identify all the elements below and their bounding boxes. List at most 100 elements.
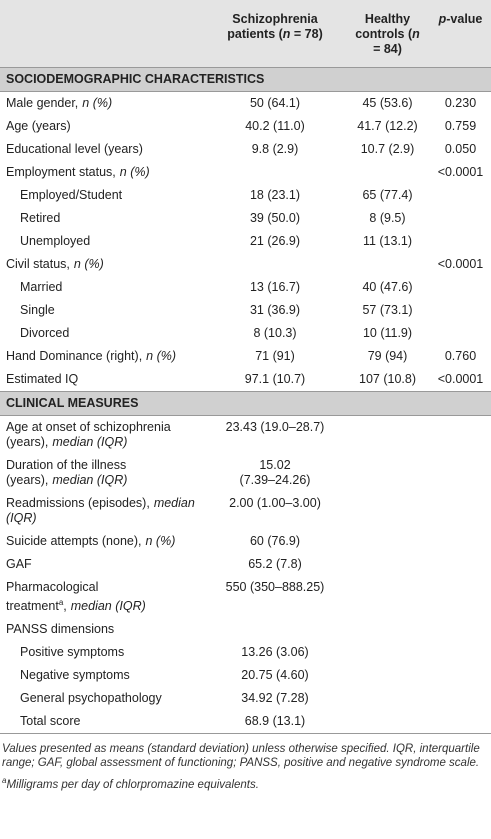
section-title: SOCIODEMOGRAPHIC CHARACTERISTICS [0,67,491,92]
cell-value: 45 (53.6) [362,96,413,110]
row-label: Negative symptoms [20,668,130,683]
value-cell [345,553,430,576]
header-text: -value [446,12,483,26]
footnote: aMilligrams per day of chlorpromazine eq… [2,774,489,792]
row-qualifier: n (%) [119,165,150,179]
cell-value: 57 (73.1) [362,303,413,317]
table-row: Employed/Student 18 (23.1) 65 (77.4) [0,184,491,207]
cell-value: 40 (47.6) [362,280,413,294]
value-cell: 15.02 (7.39–24.26) [205,454,345,492]
cell-value: 107 (10.8) [359,372,416,386]
value-cell [345,161,430,184]
header-cell: p-value [430,0,491,68]
cell-value: 0.760 [444,349,477,363]
table-row: GAF 65.2 (7.8) [0,553,491,576]
row-label-cell: Single [0,299,205,322]
row-label: Retired [20,211,61,225]
cell-value: 41.7 (12.2) [357,119,418,133]
data-table: Schizophrenia patients (n = 78) Healthy c… [0,0,491,735]
cell-value: 9.8 (2.9) [251,142,299,156]
cell-value: <0.0001 [437,372,484,386]
row-label-cell: Employment status, n (%) [0,161,205,184]
table-row: Employment status, n (%) <0.0001 [0,161,491,184]
value-cell: 34.92 (7.28) [205,687,345,710]
footnotes: Values presented as means (standard devi… [0,734,491,792]
cell-value: 0.050 [444,142,477,156]
value-cell [430,710,491,734]
value-cell: 60 (76.9) [205,530,345,553]
row-label-cell: Positive symptoms [0,641,205,664]
value-cell: 31 (36.9) [205,299,345,322]
header-row: Schizophrenia patients (n = 78) Healthy c… [0,0,491,68]
cell-value: 97.1 (10.7) [244,372,306,386]
cell-value: 65 (77.4) [362,188,413,202]
table-row: Educational level (years) 9.8 (2.9) 10.7 (… [0,138,491,161]
row-label-cell: Married [0,276,205,299]
value-cell: 20.75 (4.60) [205,664,345,687]
row-label-cell: Duration of the illness (years), median (… [0,454,205,492]
row-qualifier: n (%) [73,257,104,271]
row-qualifier: median (IQR) [52,473,128,487]
row-qualifier: median (IQR) [52,435,128,449]
cell-value: 0.230 [444,96,477,110]
header-text: Healthy controls ( [355,12,413,41]
cell-value: 10 (11.9) [362,326,413,340]
cell-value: 13.26 (3.06) [241,645,309,660]
header-text: = 78) [290,27,323,41]
row-label-cell: Age at onset of schizophrenia (years), me… [0,416,205,455]
table-row: Divorced 8 (10.3) 10 (11.9) [0,322,491,345]
value-cell [430,687,491,710]
value-cell: 10 (11.9) [345,322,430,345]
header-text: n [282,27,291,41]
row-label-cell: Divorced [0,322,205,345]
cell-value: 8 (9.5) [369,211,406,225]
row-label: Employment status, [6,165,116,179]
value-cell: <0.0001 [430,368,491,392]
value-cell [345,530,430,553]
value-cell [345,576,430,618]
value-cell [345,618,430,641]
value-cell [430,664,491,687]
row-qualifier: median (IQR) [6,496,195,525]
value-cell [430,641,491,664]
row-label-cell: Civil status, n (%) [0,253,205,276]
row-label: Age at onset of schizophrenia (years), [6,420,171,449]
value-cell: 23.43 (19.0–28.7) [205,416,345,455]
table-row: PANSS dimensions [0,618,491,641]
cell-value: <0.0001 [437,257,484,271]
table-row: Readmissions (episodes), median (IQR) 2.00… [0,492,491,530]
row-qualifier: median (IQR) [70,599,146,614]
row-label: Total score [20,714,81,729]
value-cell [345,253,430,276]
value-cell: 11 (13.1) [345,230,430,253]
cell-value: 65.2 (7.8) [248,557,302,571]
value-cell [430,299,491,322]
row-label: Employed/Student [20,188,123,202]
row-label-cell: Age (years) [0,115,205,138]
table-row: Retired 39 (50.0) 8 (9.5) [0,207,491,230]
value-cell: 40 (47.6) [345,276,430,299]
value-cell: 550 (350–888.25) [205,576,345,618]
row-label-cell: Hand Dominance (right), n (%) [0,345,205,368]
cell-value: <0.0001 [437,165,484,179]
cell-value: 18 (23.1) [249,188,301,202]
value-cell: 65 (77.4) [345,184,430,207]
value-cell [205,253,345,276]
value-cell [345,492,430,530]
row-qualifier: n (%) [145,534,176,548]
row-label-cell: Total score [0,710,205,734]
value-cell [430,553,491,576]
table-row: Married 13 (16.7) 40 (47.6) [0,276,491,299]
value-cell: 40.2 (11.0) [205,115,345,138]
value-cell: 71 (91) [205,345,345,368]
value-cell: 10.7 (2.9) [345,138,430,161]
table-row: Male gender, n (%) 50 (64.1) 45 (53.6) 0.230 [0,92,491,116]
row-label-cell: GAF [0,553,205,576]
value-cell [345,641,430,664]
table-row: Unemployed 21 (26.9) 11 (13.1) [0,230,491,253]
value-cell [430,530,491,553]
row-label-cell: PANSS dimensions [0,618,205,641]
row-label: Hand Dominance (right), [6,349,143,363]
cell-value: 50 (64.1) [249,96,301,110]
row-label: Divorced [20,326,70,340]
